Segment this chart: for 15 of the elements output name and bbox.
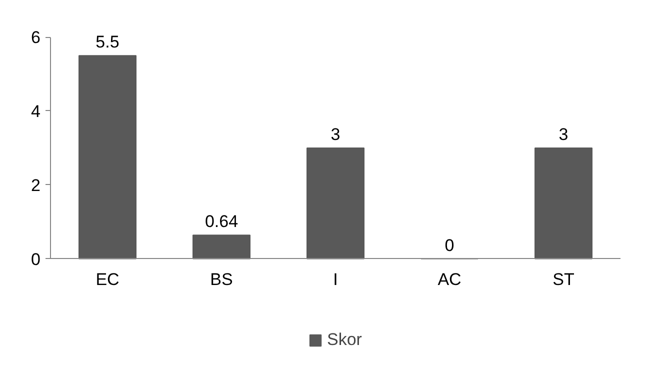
data-label: 3 bbox=[558, 124, 568, 144]
data-label: 3 bbox=[330, 124, 340, 144]
y-tick-label: 4 bbox=[31, 102, 41, 121]
x-tick-label: BS bbox=[210, 270, 233, 289]
x-tick-label: AC bbox=[438, 270, 462, 289]
data-label: 0 bbox=[444, 236, 454, 255]
y-tick-label: 2 bbox=[31, 176, 41, 195]
y-tick-label: 0 bbox=[31, 250, 41, 269]
data-label: 5.5 bbox=[96, 32, 120, 52]
x-tick-label: I bbox=[333, 270, 338, 289]
y-tick-label: 6 bbox=[31, 28, 41, 48]
x-tick-label: ST bbox=[552, 270, 574, 289]
legend-label: Skor bbox=[327, 330, 362, 350]
x-tick-label: EC bbox=[96, 270, 120, 289]
data-label: 0.64 bbox=[204, 212, 238, 232]
